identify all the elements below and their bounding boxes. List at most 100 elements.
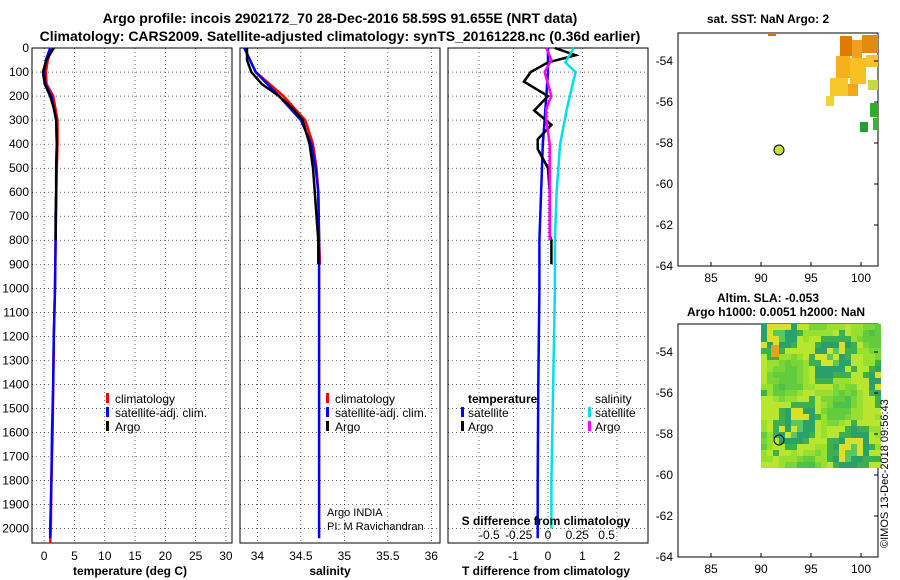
sla-cell bbox=[839, 366, 845, 372]
sla-cell bbox=[827, 348, 833, 354]
lon-tick-label: 100 bbox=[851, 562, 871, 576]
sla-cell bbox=[791, 402, 797, 408]
sla-cell bbox=[851, 390, 857, 396]
s-difference-axis-label: S difference from climatology bbox=[462, 514, 631, 528]
sla-cell bbox=[779, 354, 785, 360]
depth-tick-label: 1200 bbox=[2, 329, 29, 343]
sla-cell bbox=[827, 444, 833, 450]
sla-cell bbox=[779, 438, 785, 444]
sla-cell bbox=[761, 408, 767, 414]
sla-cell bbox=[875, 360, 881, 366]
sla-map: Altim. SLA: -0.053 Argo h1000: 0.0051 h2… bbox=[656, 291, 881, 576]
sla-cell bbox=[875, 342, 881, 348]
sst-patch bbox=[852, 40, 862, 60]
sla-cell bbox=[773, 414, 779, 420]
series-line-temperature-satellite bbox=[536, 48, 550, 539]
sla-cell bbox=[833, 414, 839, 420]
sla-cell bbox=[839, 342, 845, 348]
sla-cell bbox=[833, 450, 839, 456]
sla-cell bbox=[779, 366, 785, 372]
sla-cell bbox=[833, 324, 839, 330]
sla-cell bbox=[779, 462, 785, 468]
sla-field bbox=[761, 324, 881, 468]
sla-cell bbox=[779, 420, 785, 426]
temperature-panel: 0100200300400500600700800900100011001200… bbox=[2, 41, 233, 578]
sla-cell bbox=[815, 450, 821, 456]
sla-cell bbox=[779, 324, 785, 330]
sla-cell bbox=[797, 324, 803, 330]
legend-s-satellite-text: satellite bbox=[595, 406, 636, 420]
sla-cell bbox=[875, 366, 881, 372]
sla-cell bbox=[791, 342, 797, 348]
sst-patch bbox=[850, 58, 866, 84]
sla-cell bbox=[761, 390, 767, 396]
depth-tick-label: 1800 bbox=[2, 474, 29, 488]
sla-cell bbox=[797, 450, 803, 456]
depth-tick-label: 1100 bbox=[3, 305, 29, 319]
sla-cell bbox=[857, 354, 863, 360]
sla-cell bbox=[869, 372, 875, 378]
sla-cell bbox=[815, 438, 821, 444]
sla-cell bbox=[839, 372, 845, 378]
sla-cell bbox=[773, 372, 779, 378]
sla-cell bbox=[827, 324, 833, 330]
sla-cell bbox=[797, 378, 803, 384]
sla-cell bbox=[809, 414, 815, 420]
sla-cell bbox=[809, 396, 815, 402]
sla-cell bbox=[803, 360, 809, 366]
sla-cell bbox=[863, 330, 869, 336]
sla-cell bbox=[797, 330, 803, 336]
sla-cell bbox=[779, 342, 785, 348]
sla-cell bbox=[833, 366, 839, 372]
sla-cell bbox=[863, 450, 869, 456]
lon-tick-label: 85 bbox=[704, 562, 718, 576]
sla-cell bbox=[815, 432, 821, 438]
sla-cell bbox=[803, 348, 809, 354]
sla-cell bbox=[779, 360, 785, 366]
legend-s-satellite-swatch bbox=[588, 407, 591, 417]
sla-cell bbox=[785, 402, 791, 408]
sla-cell bbox=[767, 402, 773, 408]
sla-cell bbox=[821, 396, 827, 402]
sla-cell bbox=[809, 336, 815, 342]
sla-cell bbox=[851, 348, 857, 354]
sla-cell bbox=[797, 396, 803, 402]
sla-cell bbox=[833, 432, 839, 438]
sla-cell bbox=[803, 324, 809, 330]
sla-cell bbox=[779, 390, 785, 396]
sla-cell bbox=[773, 330, 779, 336]
sla-cell bbox=[785, 426, 791, 432]
sla-cell bbox=[791, 360, 797, 366]
sla-cell bbox=[797, 342, 803, 348]
lat-tick-label: -58 bbox=[656, 427, 674, 441]
sla-cell bbox=[845, 366, 851, 372]
sla-cell bbox=[785, 438, 791, 444]
sla-cell bbox=[767, 360, 773, 366]
depth-tick-label: 2000 bbox=[2, 522, 29, 536]
sla-cell bbox=[845, 378, 851, 384]
sla-cell bbox=[815, 360, 821, 366]
sla-cell bbox=[821, 354, 827, 360]
sla-cell bbox=[863, 402, 869, 408]
sla-cell bbox=[833, 354, 839, 360]
sla-cell bbox=[833, 390, 839, 396]
sla-cell bbox=[773, 324, 779, 330]
sla-cell bbox=[797, 336, 803, 342]
depth-tick-label: 500 bbox=[9, 161, 29, 175]
sst-patch bbox=[768, 33, 776, 36]
sla-cell bbox=[803, 390, 809, 396]
sla-cell bbox=[797, 390, 803, 396]
sla-cell bbox=[863, 342, 869, 348]
sla-cell bbox=[857, 456, 863, 462]
sla-cell bbox=[851, 366, 857, 372]
sla-map-title1: Altim. SLA: -0.053 bbox=[717, 291, 819, 305]
sla-cell bbox=[863, 384, 869, 390]
sla-cell bbox=[851, 420, 857, 426]
legend-argo-swatch-2 bbox=[326, 421, 329, 431]
sla-cell bbox=[797, 438, 803, 444]
sla-cell bbox=[791, 372, 797, 378]
sla-cell bbox=[863, 324, 869, 330]
sla-cell bbox=[863, 396, 869, 402]
sla-cell bbox=[857, 408, 863, 414]
sla-cell bbox=[827, 384, 833, 390]
